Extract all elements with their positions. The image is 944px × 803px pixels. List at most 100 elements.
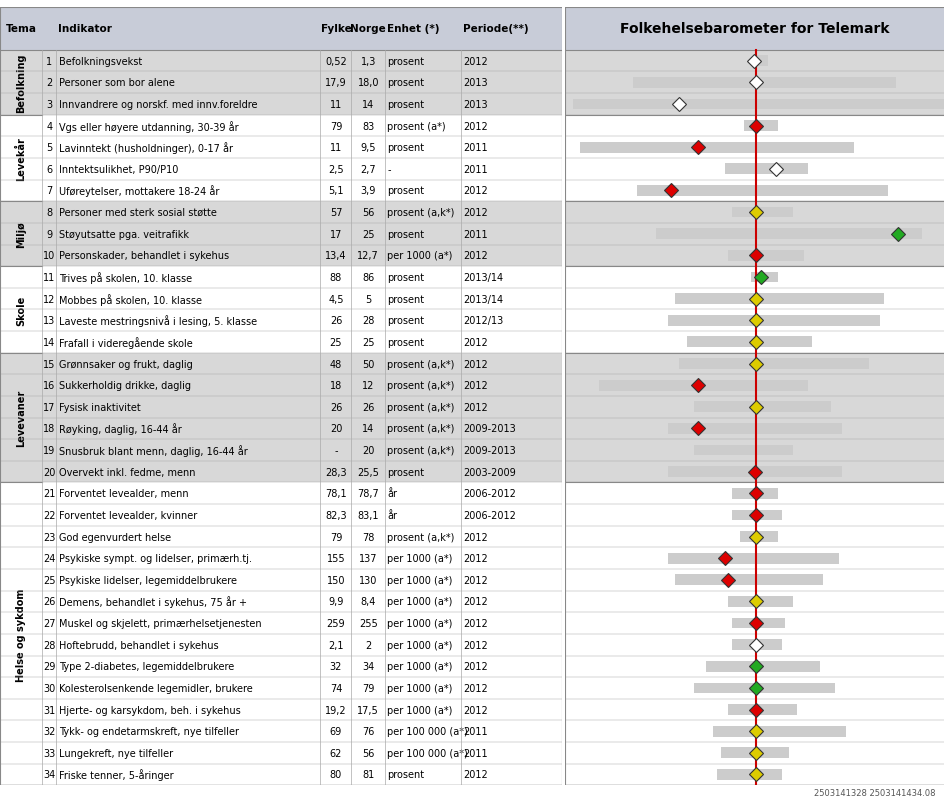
Bar [732, 488, 777, 499]
Bar [743, 121, 777, 132]
Text: Fylke: Fylke [320, 24, 351, 35]
Bar [0, 353, 42, 483]
Text: 48: 48 [329, 359, 342, 369]
Text: per 1000 (a*): per 1000 (a*) [387, 705, 452, 715]
Bar [0, 288, 562, 310]
Text: 2012: 2012 [463, 56, 487, 67]
Text: 8: 8 [46, 208, 52, 218]
Text: 2012: 2012 [463, 381, 487, 390]
Text: Befolkning: Befolkning [16, 54, 26, 113]
Text: 2,5: 2,5 [328, 165, 344, 174]
Text: Personer med sterk sosial støtte: Personer med sterk sosial støtte [59, 208, 217, 218]
Bar [667, 553, 837, 564]
Bar [565, 591, 944, 613]
Text: 9,5: 9,5 [361, 143, 376, 153]
Text: 137: 137 [359, 553, 378, 564]
Text: 74: 74 [329, 683, 342, 693]
Text: Tykk- og endetarmskreft, nye tilfeller: Tykk- og endetarmskreft, nye tilfeller [59, 727, 239, 736]
Text: prosent: prosent [387, 56, 424, 67]
Text: per 1000 (a*): per 1000 (a*) [387, 597, 452, 607]
Bar [0, 267, 562, 288]
Text: 15: 15 [43, 359, 56, 369]
Bar [565, 267, 944, 288]
Text: Hoftebrudd, behandlet i sykehus: Hoftebrudd, behandlet i sykehus [59, 640, 218, 650]
Bar [667, 316, 880, 326]
Bar [580, 143, 853, 153]
Text: 2013: 2013 [463, 78, 487, 88]
Text: 80: 80 [329, 769, 342, 780]
Text: God egenvurdert helse: God egenvurdert helse [59, 532, 171, 542]
Text: per 100 000 (a*): per 100 000 (a*) [387, 727, 467, 736]
Text: Tema: Tema [6, 24, 37, 35]
Text: 56: 56 [362, 208, 374, 218]
Bar [632, 78, 895, 88]
Text: 6: 6 [46, 165, 52, 174]
Bar [0, 137, 562, 159]
Bar [0, 656, 562, 677]
Bar [0, 51, 42, 116]
Text: 4: 4 [46, 121, 52, 132]
Text: prosent (a*): prosent (a*) [387, 121, 446, 132]
Text: 2: 2 [46, 78, 52, 88]
Bar [0, 483, 42, 785]
Bar [572, 100, 944, 110]
Text: 2012: 2012 [463, 769, 487, 780]
Text: 81: 81 [362, 769, 374, 780]
Bar [694, 445, 792, 456]
Bar [565, 8, 944, 51]
Text: Periode(**): Periode(**) [463, 24, 529, 35]
Bar [750, 272, 777, 283]
Text: prosent: prosent [387, 230, 424, 239]
Text: 14: 14 [362, 424, 374, 434]
Text: 57: 57 [329, 208, 342, 218]
Text: Kolesterolsenkende legemidler, brukere: Kolesterolsenkende legemidler, brukere [59, 683, 253, 693]
Text: Befolkningsvekst: Befolkningsvekst [59, 56, 143, 67]
Bar [720, 748, 788, 758]
Bar [565, 245, 944, 267]
Text: 79: 79 [329, 532, 342, 542]
Text: 9: 9 [46, 230, 52, 239]
Text: 2011: 2011 [463, 230, 487, 239]
Text: 30: 30 [43, 683, 56, 693]
Text: -: - [334, 446, 337, 455]
Bar [675, 294, 884, 304]
Text: 2013: 2013 [463, 100, 487, 110]
Text: 23: 23 [43, 532, 56, 542]
Text: 28,3: 28,3 [325, 467, 346, 477]
Text: 2012: 2012 [463, 121, 487, 132]
Text: 13,4: 13,4 [325, 251, 346, 261]
Bar [565, 159, 944, 181]
Bar [565, 94, 944, 116]
Bar [598, 381, 807, 391]
Bar [728, 597, 792, 607]
Text: år: år [387, 489, 397, 499]
Text: prosent (a,k*): prosent (a,k*) [387, 424, 454, 434]
Bar [565, 526, 944, 548]
Bar [565, 764, 944, 785]
Bar [565, 116, 944, 137]
Bar [565, 548, 944, 569]
Text: 18: 18 [329, 381, 342, 390]
Text: 2013/14: 2013/14 [463, 294, 503, 304]
Text: 3,9: 3,9 [361, 186, 376, 196]
Text: per 100 000 (a*): per 100 000 (a*) [387, 748, 467, 758]
Text: Lungekreft, nye tilfeller: Lungekreft, nye tilfeller [59, 748, 173, 758]
Bar [565, 742, 944, 764]
Bar [565, 137, 944, 159]
Bar [716, 769, 781, 780]
Text: 12: 12 [362, 381, 374, 390]
Text: 2006-2012: 2006-2012 [463, 510, 515, 520]
Bar [0, 51, 562, 72]
Text: 22: 22 [42, 510, 56, 520]
Text: 25: 25 [362, 337, 374, 348]
Bar [724, 164, 807, 175]
Text: 8,4: 8,4 [361, 597, 376, 607]
Bar [565, 440, 944, 461]
Bar [0, 440, 562, 461]
Text: 29: 29 [43, 662, 56, 671]
Text: 26: 26 [43, 597, 56, 607]
Bar [565, 461, 944, 483]
Bar [0, 569, 562, 591]
Bar [565, 72, 944, 94]
Text: Skole: Skole [16, 295, 26, 325]
